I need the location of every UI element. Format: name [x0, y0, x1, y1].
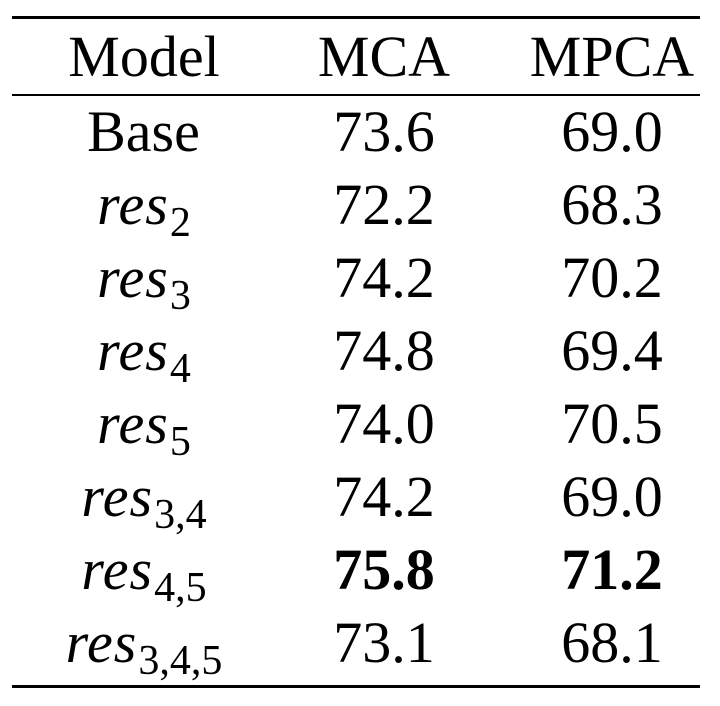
model-base: res: [97, 391, 169, 456]
row-8-model: res3,4,5: [66, 614, 223, 683]
model-label: Base: [87, 99, 200, 164]
header-mca: MCA: [317, 24, 451, 89]
model-base: res: [81, 464, 154, 529]
row-1-mca: 73.6: [333, 99, 435, 164]
model-base: res: [97, 172, 169, 237]
row-3-mca: 74.2: [333, 245, 435, 310]
row-6-model: res3,4: [81, 468, 206, 537]
header-model: Model: [68, 24, 220, 89]
model-subscript: 3,4: [154, 492, 207, 538]
model-base: res: [97, 245, 169, 310]
model-subscript: 3: [169, 273, 191, 319]
row-3-mpca: 70.2: [561, 245, 663, 310]
row-5-model: res5: [97, 395, 191, 464]
row-2-mpca: 68.3: [561, 172, 663, 237]
row-2-model: res2: [97, 176, 191, 245]
model-base: res: [97, 318, 169, 383]
model-base: res: [81, 537, 154, 602]
bottom-rule: [12, 685, 700, 688]
row-7-mca: 75.8: [333, 537, 435, 602]
model-subscript: 4: [169, 346, 191, 392]
row-8-mpca: 68.1: [561, 610, 663, 675]
row-6-mca: 74.2: [333, 464, 435, 529]
model-subscript: 2: [169, 200, 191, 246]
row-7-model: res4,5: [81, 541, 206, 610]
row-2-mca: 72.2: [333, 172, 435, 237]
row-8-mca: 73.1: [333, 610, 435, 675]
header-mpca: MPCA: [529, 24, 695, 89]
top-rule: [12, 16, 700, 19]
model-subscript: 4,5: [154, 565, 207, 611]
row-4-mpca: 69.4: [561, 318, 663, 383]
row-1-model: Base: [87, 103, 201, 161]
row-3-model: res3: [97, 249, 191, 318]
row-7-mpca: 71.2: [561, 537, 663, 602]
row-6-mpca: 69.0: [561, 464, 663, 529]
row-4-model: res4: [97, 322, 191, 391]
header-rule: [12, 94, 700, 96]
row-1-mpca: 69.0: [561, 99, 663, 164]
model-subscript: 5: [169, 419, 191, 465]
row-5-mca: 74.0: [333, 391, 435, 456]
model-base: res: [65, 610, 138, 675]
row-4-mca: 74.8: [333, 318, 435, 383]
model-subscript: 3,4,5: [138, 638, 223, 684]
row-5-mpca: 70.5: [561, 391, 663, 456]
